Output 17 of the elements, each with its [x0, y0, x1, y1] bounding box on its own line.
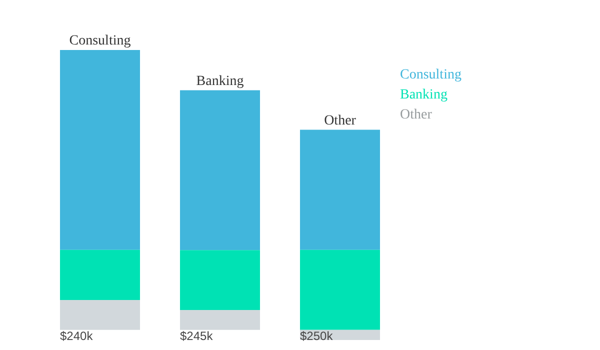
bar — [180, 90, 260, 250]
text: Consulting — [400, 68, 462, 83]
annotation: Banking — [196, 74, 244, 89]
annotation: Other — [324, 113, 356, 128]
bar — [60, 250, 140, 300]
bar — [300, 130, 380, 250]
bar — [60, 300, 140, 330]
x-tick-label: $240k — [60, 329, 94, 344]
bar — [60, 50, 140, 250]
text: Other — [400, 108, 432, 123]
bar — [180, 250, 260, 310]
text: Banking — [400, 88, 448, 103]
bar — [300, 250, 380, 330]
x-tick-label: $245k — [180, 329, 214, 344]
bar — [180, 310, 260, 330]
x-tick-label: $250k — [300, 329, 334, 344]
text: Consulting — [69, 34, 131, 49]
